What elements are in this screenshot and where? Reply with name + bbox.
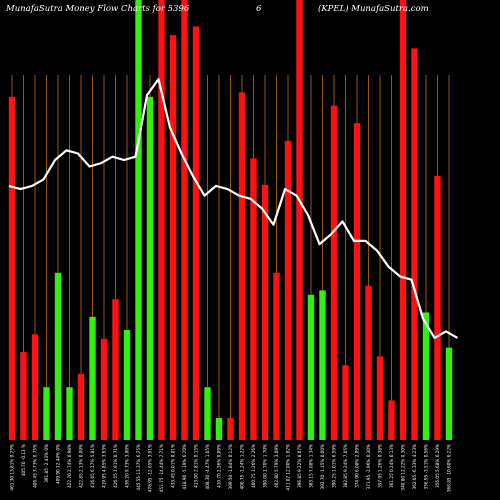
x-tick-label: 422.70 2.74% 0.98% bbox=[67, 444, 72, 488]
price-line bbox=[8, 77, 459, 339]
header-middle: 6 bbox=[256, 4, 262, 14]
x-tick-label: 433.45 0.01% 0.01% bbox=[171, 444, 176, 488]
x-tick-label: 426.55 1.91% 0.71% bbox=[113, 444, 118, 488]
money-flow-bar bbox=[238, 92, 246, 441]
money-flow-bar bbox=[169, 35, 177, 440]
money-flow-bar bbox=[77, 374, 85, 440]
x-tick-label: 436.20 9.73% 3.00% bbox=[125, 444, 130, 488]
x-tick-label: 396.85 9.22% 8.07% bbox=[297, 444, 302, 488]
money-flow-bar bbox=[158, 0, 165, 440]
price-line-layer bbox=[8, 77, 459, 339]
x-tick-label: 391.85 -2.43% 0% bbox=[44, 444, 49, 483]
x-tick-label: 361.25 0.24% 0.13% bbox=[389, 444, 394, 488]
x-tick-label: 340.80 12.22% 0.30% bbox=[401, 444, 406, 491]
money-flow-bar bbox=[112, 299, 119, 440]
money-flow-bar bbox=[100, 338, 108, 440]
money-flow-bar bbox=[89, 316, 96, 440]
money-flow-bar bbox=[342, 365, 349, 440]
money-flow-bar bbox=[66, 387, 73, 440]
money-flow-bar bbox=[319, 290, 326, 440]
x-tick-label: 418.90 -5.19% 6.70% bbox=[182, 444, 187, 489]
money-flow-bar bbox=[43, 387, 50, 440]
x-tick-label: 422.85 2.13% 0.09% bbox=[79, 444, 84, 488]
x-tick-label: 392.70 -1.15% 0.00% bbox=[320, 444, 325, 489]
money-flow-bar bbox=[445, 347, 453, 440]
money-flow-bar bbox=[330, 105, 338, 440]
money-flow-bar bbox=[227, 418, 234, 440]
money-flow-bar bbox=[123, 330, 131, 440]
money-flow-bar bbox=[261, 184, 269, 440]
money-flow-bar bbox=[20, 352, 27, 440]
money-flow-bar bbox=[31, 334, 39, 440]
money-flow-bar bbox=[353, 123, 361, 440]
x-axis-labels: 461.30 13.81% 0.75% 405.70 -0.13 % 406.45 … bbox=[10, 444, 452, 492]
x-tick-label: 406.45 3.73% 0.75% bbox=[33, 444, 38, 488]
x-tick-label: 400.75 1.26% 2.26% bbox=[251, 444, 256, 488]
money-flow-bar bbox=[54, 272, 62, 440]
x-tick-label: 461.30 13.81% 0.75% bbox=[10, 444, 15, 491]
x-tick-label: 390.25 1.01% 6.59% bbox=[332, 444, 337, 488]
x-tick-label: 408.30 -4.47% 1.05% bbox=[205, 444, 210, 489]
x-tick-label: 478.95 -12.65% 3.91% bbox=[148, 444, 153, 492]
x-tick-label: 451.75 -14.44% 7.71% bbox=[159, 444, 164, 492]
money-flow-bar bbox=[422, 312, 430, 440]
money-flow-bar bbox=[307, 294, 315, 440]
header-right: (KPEL) MunafaSutra.com bbox=[318, 3, 429, 14]
money-flow-bar bbox=[250, 158, 257, 440]
x-tick-label: 445.55 13.37% 6.75% bbox=[136, 444, 141, 491]
money-flow-bar bbox=[434, 176, 441, 440]
x-tick-label: 366.85 -10.60% 6.22% bbox=[447, 444, 452, 492]
money-flow-bar bbox=[192, 26, 200, 441]
header-left: MunafaSutra Money Flow Charts for 5396 bbox=[5, 4, 190, 14]
money-flow-bar bbox=[135, 0, 142, 440]
x-tick-label: 390.00 1.70% 1.70% bbox=[263, 444, 268, 488]
money-flow-bars bbox=[8, 0, 453, 441]
x-tick-label: 356.05 5.68% 6.29% bbox=[435, 444, 440, 488]
x-tick-label: 399.50 -1.84% 0.12% bbox=[228, 444, 233, 489]
x-tick-label: 409.90 12.44% 0% bbox=[56, 444, 61, 484]
money-flow-bar bbox=[365, 286, 372, 440]
x-tick-label: 413.00 2.81% 0.15% bbox=[194, 444, 199, 488]
x-tick-label: 382.85 9.24% 7.05% bbox=[343, 444, 348, 488]
money-flow-bar bbox=[181, 0, 188, 440]
money-flow-bar bbox=[376, 356, 384, 440]
money-flow-bar bbox=[388, 400, 395, 440]
money-flow-bar bbox=[215, 418, 223, 440]
money-flow-bar bbox=[146, 96, 154, 441]
money-flow-bar bbox=[284, 140, 292, 441]
x-tick-label: 411.02 12.00% 1.92% bbox=[286, 444, 291, 491]
x-tick-label: 371.95 -2.96% 0.30% bbox=[366, 444, 371, 489]
x-tick-label: 419.95 4.85% 3.93% bbox=[102, 444, 107, 488]
money-flow-bar bbox=[411, 48, 418, 441]
x-tick-label: 416.65 6.17% 5.81% bbox=[90, 444, 95, 488]
x-tick-label: 383.15 7.08% 1.34% bbox=[309, 444, 314, 488]
money-flow-bar bbox=[273, 272, 280, 440]
money-flow-bar bbox=[8, 96, 16, 441]
x-tick-label: 410.70 2.36% 0.09% bbox=[217, 444, 222, 488]
x-tick-label: 402.80 5.79% 3.09% bbox=[274, 444, 279, 488]
x-tick-label: 405.70 -0.13 % bbox=[21, 444, 26, 476]
x-tick-label: 362.05 -6.33% 4.23% bbox=[412, 444, 417, 489]
x-tick-label: 374.90 6.08% 2.09% bbox=[355, 444, 360, 488]
x-tick-label: 406.75 -1.24% 1.22% bbox=[240, 444, 245, 489]
x-tick-label: 357.95 1.26% 0.38% bbox=[378, 444, 383, 488]
money-flow-bar bbox=[296, 0, 303, 440]
money-flow-bar bbox=[204, 387, 211, 440]
x-tick-label: 356.95 -3.51% 0.56% bbox=[424, 444, 429, 489]
money-flow-bar bbox=[399, 0, 407, 440]
